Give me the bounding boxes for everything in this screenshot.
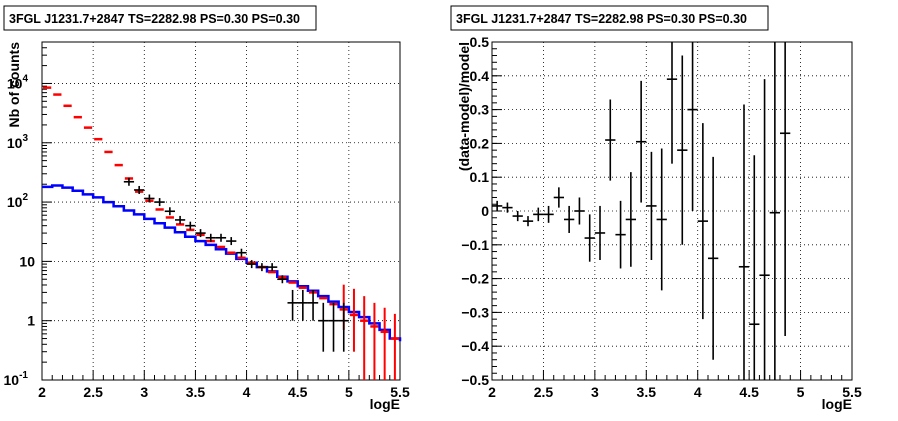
counts-grid [41,42,401,381]
counts-x-tick-label: 3.5 [186,384,206,400]
residual-y-tick-label: −0.3 [461,304,489,320]
counts-y-axis-label: Nb of counts [6,42,22,128]
residual-chart-title: 3FGL J1231.7+2847 TS=2282.98 PS=0.30 PS=… [456,12,747,26]
residual-x-tick-label: 5.5 [842,384,862,400]
counts-model-histogram [42,184,402,342]
residual-ticks: 2 2.5 3 3.5 4 4.5 5 5.5 −0.5 −0.4 −0.3 −0.2 −0.1 0 0.1… [461,34,862,400]
counts-y-tick-label: 1 [27,313,35,329]
residual-x-tick-label: 3.5 [637,384,657,400]
counts-series [42,86,402,380]
counts-x-tick-label: 2 [38,384,46,400]
counts-x-tick-label: 5 [345,384,353,400]
residual-x-tick-label: 5 [797,384,805,400]
residual-x-tick-label: 2 [488,384,496,400]
residual-y-tick-label: −0.2 [461,271,489,287]
residual-y-tick-label: 0 [481,203,489,219]
residual-y-tick-label: −0.4 [461,338,489,354]
counts-y-tick-label: 10-1 [4,370,29,388]
counts-plot-frame [41,41,401,381]
counts-x-tick-label: 2.5 [83,384,103,400]
residual-y-tick-label: −0.5 [461,372,489,388]
residual-x-tick-label: 4.5 [739,384,759,400]
counts-y-tick-label: 10 [19,253,35,269]
residual-y-tick-label: −0.1 [461,237,489,253]
residual-y-tick-label: 0.3 [470,102,490,118]
counts-x-tick-label: 3 [140,384,148,400]
counts-title-box: 3FGL J1231.7+2847 TS=2282.98 PS=0.30 PS=… [3,5,317,31]
residual-y-tick-label: 0.2 [470,135,490,151]
counts-y-tick-label: 103 [7,133,29,151]
residual-title-box: 3FGL J1231.7+2847 TS=2282.98 PS=0.30 PS=… [450,5,769,31]
counts-x-tick-label: 4.5 [288,384,308,400]
counts-x-tick-label: 4 [243,384,251,400]
residual-series [492,42,791,380]
residual-x-axis-label: logE [822,396,852,412]
counts-x-tick-label: 5.5 [390,384,410,400]
residual-y-tick-label: 0.1 [470,169,490,185]
counts-y-tick-label: 102 [7,192,29,210]
residual-y-tick-label: 0.5 [470,34,490,50]
counts-chart-title: 3FGL J1231.7+2847 TS=2282.98 PS=0.30 PS=… [9,12,300,26]
residual-panel: 2 2.5 3 3.5 4 4.5 5 5.5 −0.5 −0.4 −0.3 −0.2 −0.1 0 0.1… [450,5,862,412]
residual-y-axis-label: (data-model)/model [456,42,472,171]
residual-x-tick-label: 4 [694,384,702,400]
residual-x-tick-label: 3 [591,384,599,400]
residual-x-tick-label: 2.5 [534,384,554,400]
counts-x-axis-label: logE [370,396,400,412]
residual-y-tick-label: 0.4 [470,68,490,84]
